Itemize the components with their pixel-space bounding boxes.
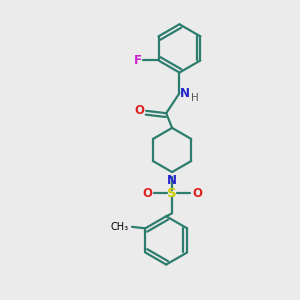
- Text: O: O: [142, 187, 152, 200]
- Text: H: H: [190, 94, 198, 103]
- Text: N: N: [180, 87, 190, 100]
- Text: CH₃: CH₃: [111, 222, 129, 232]
- Text: O: O: [192, 187, 202, 200]
- Text: F: F: [134, 54, 142, 67]
- Text: N: N: [167, 174, 177, 187]
- Text: S: S: [167, 187, 177, 200]
- Text: O: O: [134, 104, 144, 117]
